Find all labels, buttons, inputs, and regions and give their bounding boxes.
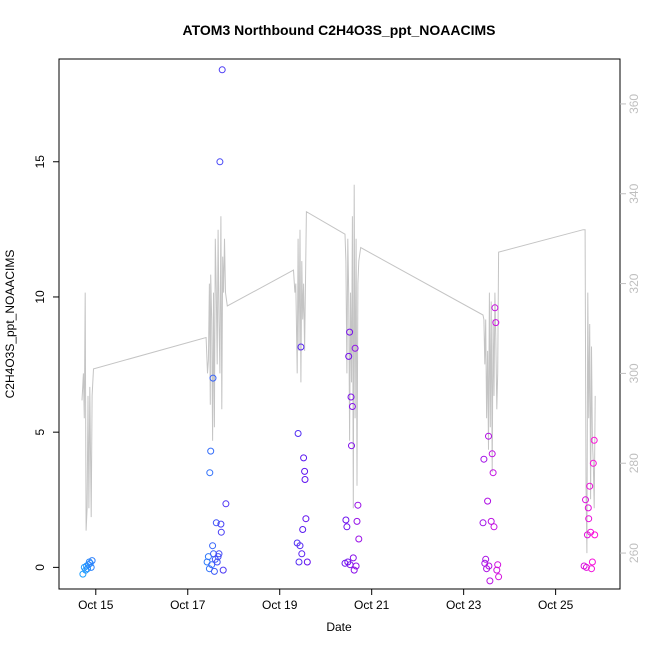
data-point (351, 344, 359, 352)
data-point (347, 393, 355, 401)
data-point (295, 558, 303, 566)
data-point (480, 455, 488, 463)
altitude-line (81, 184, 596, 554)
data-point (495, 573, 503, 581)
data-point (219, 566, 227, 574)
data-point (207, 447, 215, 455)
data-point (582, 563, 590, 571)
data-point (482, 555, 490, 563)
axis-layer: Oct 15 Oct 17 Oct 19 Oct 21 Oct 23 Oct 25 0 5 10… (33, 94, 641, 612)
data-point (216, 158, 224, 166)
data-point (299, 526, 307, 533)
data-point (485, 562, 493, 570)
data-point (354, 501, 362, 509)
data-point (301, 467, 309, 475)
y2-tick-label: 360 (627, 94, 641, 114)
data-point (352, 562, 360, 570)
data-point (586, 482, 594, 490)
data-point (222, 500, 230, 508)
data-point (208, 561, 216, 569)
data-point (485, 432, 492, 440)
x-axis-label: Date (326, 620, 352, 634)
data-point (348, 442, 355, 450)
data-point (212, 519, 220, 527)
data-point (84, 565, 91, 573)
y2-tick-label: 260 (627, 543, 641, 563)
data-point (297, 343, 305, 351)
y2-tick-label: 280 (627, 453, 641, 473)
data-point (206, 469, 214, 477)
data-point (494, 561, 502, 569)
data-point (215, 550, 223, 558)
data-point (298, 550, 306, 558)
y2-tick-label: 320 (627, 273, 641, 293)
chart-title: ATOM3 Northbound C2H4O3S_ppt_NOAACIMS (183, 22, 496, 38)
data-point (484, 497, 492, 505)
data-point (209, 542, 217, 550)
data-point (492, 319, 500, 327)
y-tick-label: 5 (33, 429, 47, 436)
data-point (87, 563, 95, 571)
data-point (584, 504, 592, 512)
x-tick-label: Oct 15 (78, 598, 114, 612)
altitude-line-layer (81, 184, 596, 554)
data-point (590, 436, 598, 444)
data-point (346, 328, 354, 336)
y-tick-label: 0 (33, 564, 47, 571)
data-point (588, 565, 595, 573)
x-tick-label: Oct 21 (354, 598, 390, 612)
data-point (217, 520, 225, 528)
data-point (582, 496, 589, 504)
y-axis-label: C2H4O3S_ppt_NOAACIMS (3, 250, 17, 399)
x-tick-label: Oct 25 (538, 598, 574, 612)
data-point (342, 516, 350, 524)
data-point (300, 454, 308, 462)
plot-frame (58, 58, 621, 590)
data-point (488, 450, 496, 458)
data-point (349, 554, 357, 562)
y2-tick-label: 300 (627, 363, 641, 383)
data-point (303, 558, 311, 566)
data-point (348, 403, 356, 410)
data-point (589, 459, 597, 467)
data-point (301, 476, 309, 483)
data-point (355, 535, 363, 543)
data-point (345, 352, 353, 360)
data-point (585, 515, 593, 523)
y-tick-label: 15 (33, 155, 47, 169)
data-point (489, 469, 497, 477)
data-point (591, 531, 599, 539)
data-point (217, 528, 225, 536)
data-point (350, 566, 358, 574)
data-point (209, 374, 217, 382)
x-tick-label: Oct 23 (446, 598, 482, 612)
y2-tick-label: 340 (627, 183, 641, 203)
data-point (486, 577, 494, 585)
data-point (296, 542, 304, 550)
data-point (353, 517, 361, 525)
data-point (487, 517, 495, 525)
data-point (294, 430, 302, 437)
x-tick-label: Oct 17 (170, 598, 206, 612)
data-point (302, 515, 310, 523)
data-point (343, 523, 351, 531)
x-tick-label: Oct 19 (262, 598, 298, 612)
data-point-layer (79, 66, 599, 585)
data-point (88, 557, 96, 565)
data-point (490, 523, 498, 531)
data-point (491, 304, 499, 312)
data-point (588, 558, 596, 566)
data-point (210, 567, 218, 575)
data-point (479, 519, 487, 527)
y-tick-label: 10 (33, 290, 47, 304)
data-point (218, 66, 226, 74)
data-point (82, 566, 90, 574)
